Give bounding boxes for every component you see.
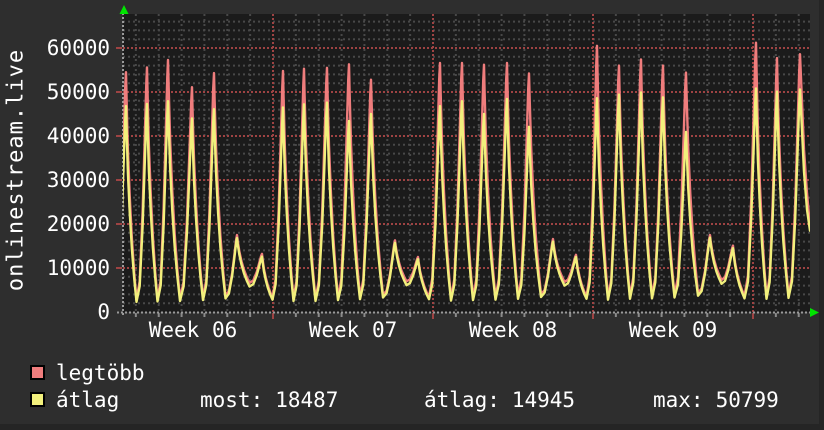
x-tick-label-week07: Week 07 xyxy=(308,318,398,342)
shade-border-right xyxy=(819,0,824,430)
legend-label-legtobb: legtöbb xyxy=(56,361,145,385)
x-tick-label-week08: Week 08 xyxy=(468,318,558,342)
y-tick-label: 60000 xyxy=(46,36,110,60)
legend-swatch-legtobb xyxy=(30,365,45,380)
axis-ticks-major xyxy=(116,47,754,319)
stat-most: most: 18487 xyxy=(200,389,338,411)
y-tick-label: 10000 xyxy=(46,256,110,280)
legend-swatch-atlag xyxy=(30,392,45,407)
y-axis-arrow-icon xyxy=(119,5,129,14)
x-tick-label-week06: Week 06 xyxy=(148,318,238,342)
y-tick-label: 40000 xyxy=(46,124,110,148)
y-axis-title: onlinestream.live xyxy=(3,48,29,292)
stat-max-value: 50799 xyxy=(715,388,779,412)
y-tick-label: 50000 xyxy=(46,80,110,104)
stat-most-label: most: xyxy=(200,388,264,412)
stat-most-value: 18487 xyxy=(275,388,339,412)
axes xyxy=(117,13,810,316)
stat-atlag: átlag: 14945 xyxy=(424,389,575,411)
y-tick-label: 0 xyxy=(97,300,110,324)
stat-atlag-label: átlag: xyxy=(424,388,500,412)
series-group xyxy=(123,41,810,304)
x-tick-label-week09: Week 09 xyxy=(628,318,718,342)
y-tick-label: 30000 xyxy=(46,168,110,192)
x-axis-arrow-icon xyxy=(810,308,819,317)
stat-atlag-value: 14945 xyxy=(511,388,576,412)
series-atlag-line xyxy=(123,87,810,304)
legend-label-atlag: átlag xyxy=(56,388,120,412)
stat-max-label: max: xyxy=(653,388,704,412)
y-tick-label: 20000 xyxy=(46,212,110,236)
shade-border-bottom xyxy=(0,424,824,430)
axis-ticks-minor xyxy=(134,313,800,317)
stat-max: max: 50799 xyxy=(653,389,779,411)
